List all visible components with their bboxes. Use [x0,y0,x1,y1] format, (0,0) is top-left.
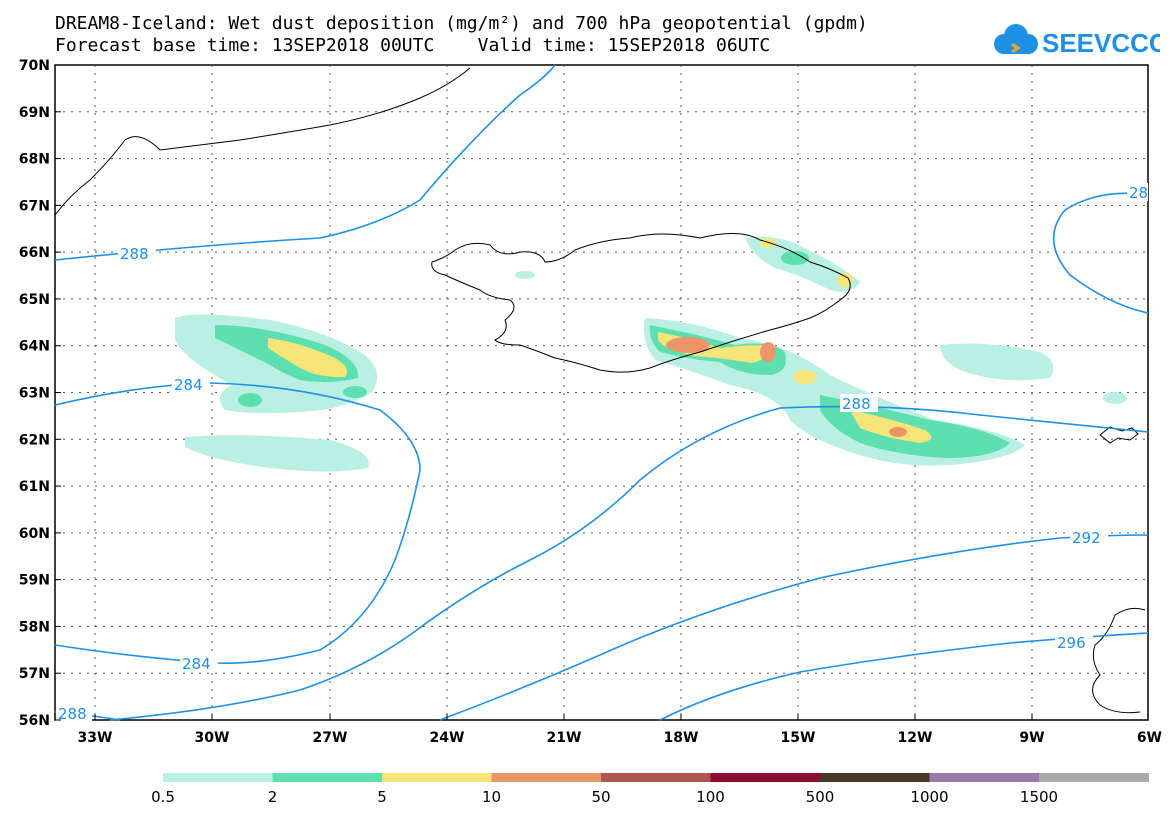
latitude-label: 58N [19,619,50,635]
dust-area-west-south [185,435,369,472]
latitude-label: 60N [19,526,50,542]
contour-label: 288 [120,245,149,263]
colorbar-label: 100 [696,788,725,806]
coastlines [54,67,1146,714]
latitude-label: 64N [19,339,50,355]
colorbar-swatch [929,773,1040,782]
colorbar-swatch [163,773,273,782]
latitude-label: 57N [19,666,50,682]
latitude-label: 63N [19,386,50,402]
colorbar-label: 2 [268,788,278,806]
latitude-label: 56N [19,713,50,729]
longitude-label: 33W [78,730,113,746]
contour-28-east [1052,192,1149,314]
latitude-label: 70N [19,58,50,74]
contour-288-central [109,405,1149,721]
contour-label: 296 [1057,634,1086,652]
longitude-label: 9W [1019,730,1044,746]
longitude-labels: 33W 30W 27W 24W 21W 18W 15W 12W 9W 6W [78,714,1162,746]
graticule [55,65,1148,720]
colorbar-swatch [820,773,930,782]
colorbar: 0.5 2 5 10 50 100 500 1000 1500 [151,773,1149,806]
chart-title-line1: DREAM8-Iceland: Wet dust deposition (mg/… [55,13,868,34]
colorbar-label: 10 [482,788,501,806]
seevccc-logo: SEEVCCC [994,24,1160,58]
latitude-label: 69N [19,105,50,121]
latitude-label: 66N [19,245,50,261]
coastline-iceland [431,233,851,373]
latitude-label: 65N [19,292,50,308]
coastline-scotland [1092,607,1146,714]
colorbar-label: 1500 [1020,788,1058,806]
colorbar-label: 500 [806,788,835,806]
dust-area-iceland-max2 [760,342,776,362]
latitude-label: 68N [19,152,50,168]
colorbar-swatch [601,773,711,782]
contour-label: 28 [1129,184,1148,202]
contour-288-northwest [54,64,556,261]
colorbar-label: 0.5 [151,788,175,806]
contour-label: 288 [58,705,87,723]
colorbar-label: 1000 [910,788,948,806]
dust-area-se-core [850,410,932,443]
dust-area-iceland-spot [793,370,817,384]
dust-area-ne [745,236,860,292]
contour-label: 284 [174,376,203,394]
longitude-label: 12W [898,730,933,746]
latitude-label: 67N [19,198,50,214]
colorbar-swatch [491,773,602,782]
cloud-icon [994,24,1038,54]
dust-area-iceland-max [666,337,710,353]
dust-area-se-max [889,427,907,437]
contour-label: 288 [842,395,871,413]
colorbar-label: 5 [377,788,387,806]
longitude-label: 18W [664,730,699,746]
dust-area-east [940,343,1054,381]
colorbar-label: 50 [591,788,610,806]
coastline-greenland [54,67,471,216]
colorbar-swatch [272,773,383,782]
latitude-label: 59N [19,573,50,589]
latitude-labels: 70N 69N 68N 67N 66N 65N 64N 63N 62N 61N 60N 59N 58N 5… [19,58,61,729]
colorbar-swatch [1039,773,1149,782]
colorbar-swatch [382,773,492,782]
dust-area-ne-core2 [837,273,853,287]
longitude-label: 6W [1137,730,1162,746]
chart-title-line2: Forecast base time: 13SEP2018 00UTC Vali… [55,35,771,56]
longitude-label: 27W [313,730,348,746]
latitude-label: 62N [19,432,50,448]
dust-area-west-spot2 [343,386,367,398]
longitude-label: 24W [430,730,465,746]
dust-area-west-spot [238,393,262,407]
contour-label: 284 [182,655,211,673]
contour-label: 292 [1072,529,1101,547]
contour-label-group: 288 284 284 288 288 292 296 28 [56,183,1148,723]
dust-area-west-iceland [515,271,535,279]
latitude-label: 61N [19,479,50,495]
dust-area-ne-core [760,238,776,248]
contour-292 [439,534,1149,721]
dust-area-ne-mid [781,251,809,265]
logo-text: SEEVCCC [1042,28,1160,58]
longitude-label: 21W [547,730,582,746]
dust-area-east-spot [1103,392,1127,404]
colorbar-swatch [710,773,821,782]
longitude-label: 30W [195,730,230,746]
dust-area-west-core [268,338,348,378]
longitude-label: 15W [781,730,816,746]
